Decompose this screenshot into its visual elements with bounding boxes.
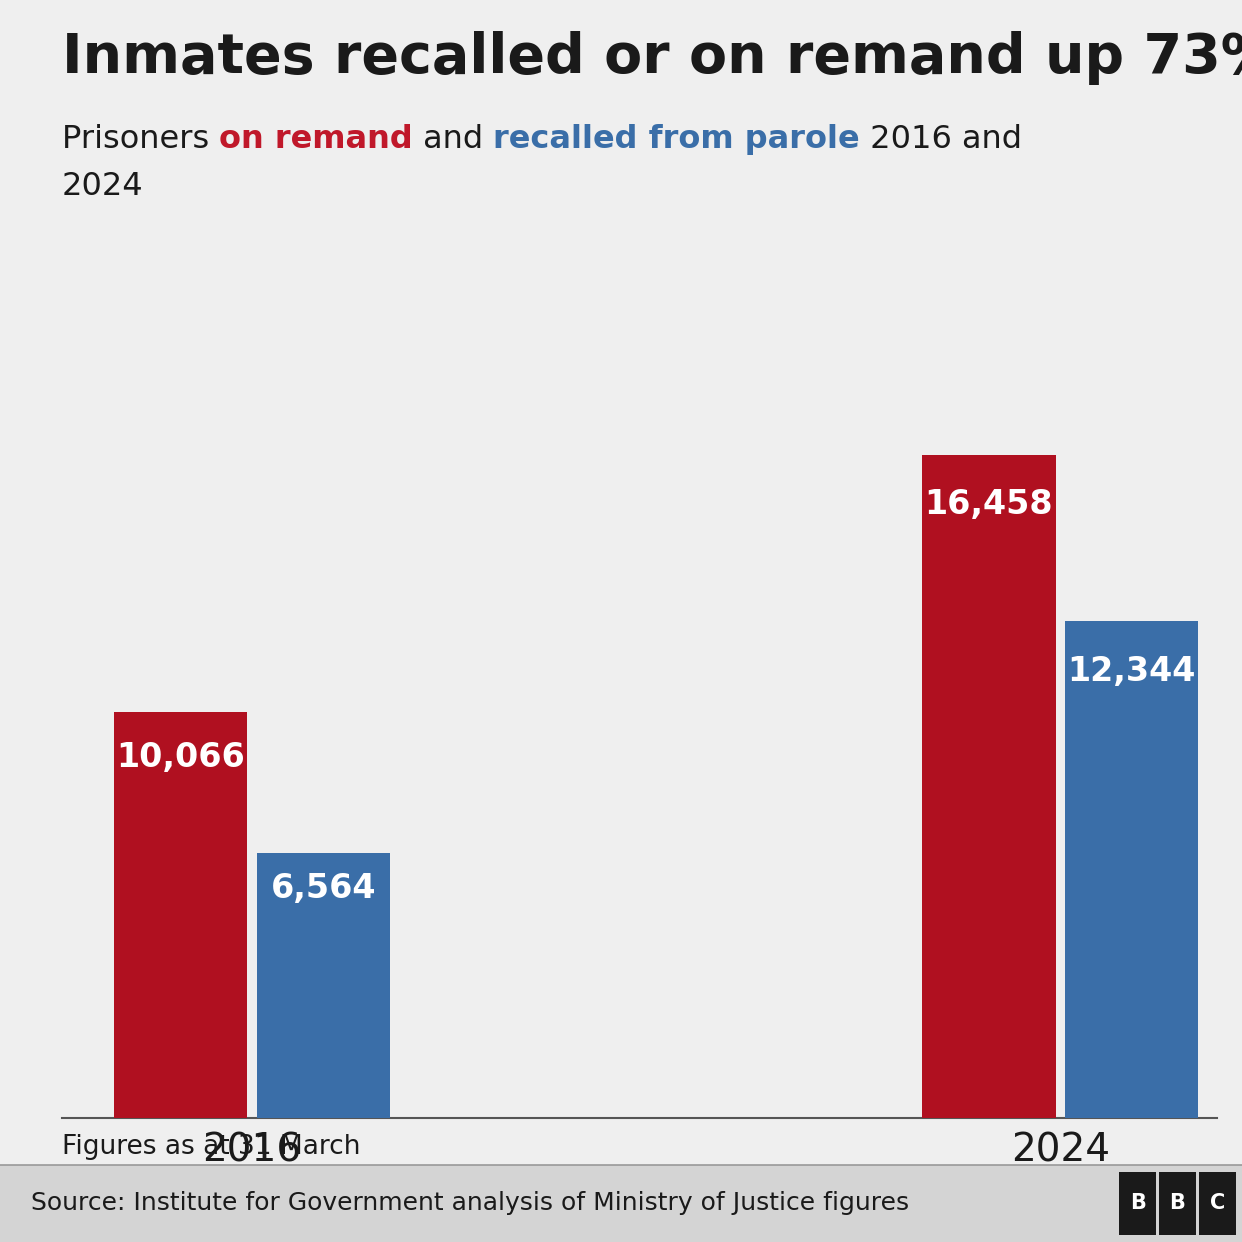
Text: Prisoners: Prisoners xyxy=(62,124,220,155)
Text: 12,344: 12,344 xyxy=(1067,656,1196,688)
Text: Figures as at 31 March: Figures as at 31 March xyxy=(62,1134,360,1160)
Text: Inmates recalled or on remand up 73%: Inmates recalled or on remand up 73% xyxy=(62,31,1242,84)
Text: 6,564: 6,564 xyxy=(271,872,376,905)
Text: B: B xyxy=(1170,1194,1185,1213)
Text: recalled from parole: recalled from parole xyxy=(493,124,861,155)
Text: B: B xyxy=(1130,1194,1145,1213)
Text: on remand: on remand xyxy=(220,124,414,155)
Text: 2024: 2024 xyxy=(62,171,144,202)
Bar xyxy=(923,455,1056,1118)
Bar xyxy=(1066,621,1199,1118)
Text: 16,458: 16,458 xyxy=(925,488,1053,520)
Text: 10,066: 10,066 xyxy=(117,740,246,774)
Text: 2016 and: 2016 and xyxy=(861,124,1022,155)
Text: Source: Institute for Government analysis of Ministry of Justice figures: Source: Institute for Government analysi… xyxy=(31,1191,909,1216)
Bar xyxy=(257,853,390,1118)
Text: C: C xyxy=(1210,1194,1225,1213)
Text: and: and xyxy=(414,124,493,155)
Bar xyxy=(114,713,247,1118)
